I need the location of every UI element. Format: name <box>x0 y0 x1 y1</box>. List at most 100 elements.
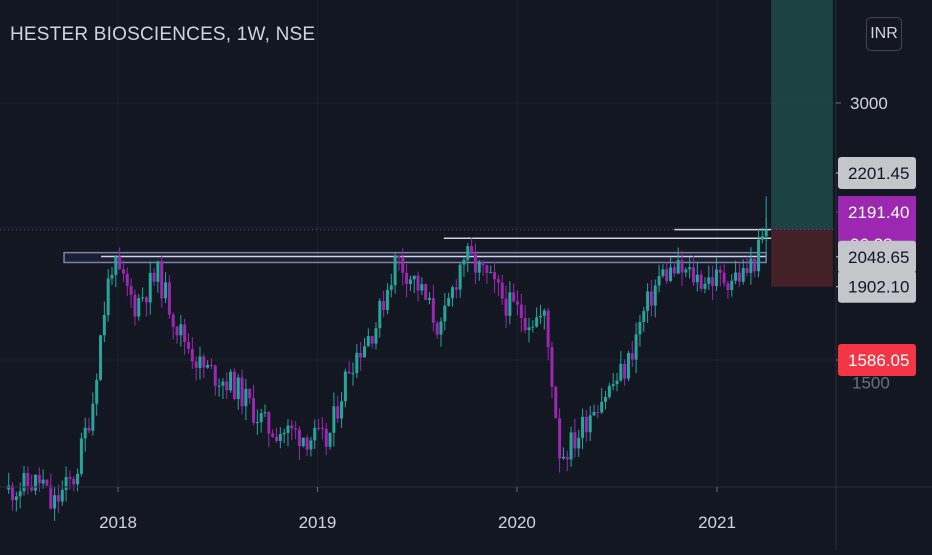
candle-down <box>118 256 122 270</box>
symbol-title[interactable]: HESTER BIOSCIENCES, 1W, NSE <box>10 24 316 45</box>
candle-down <box>470 246 474 255</box>
candle-up <box>703 283 707 289</box>
candle-down <box>213 365 217 386</box>
candle-up <box>366 336 370 347</box>
candle-up <box>569 432 573 460</box>
candle-up <box>110 274 114 279</box>
candle-up <box>734 272 738 281</box>
candle-down <box>737 272 741 282</box>
candle-up <box>41 479 45 484</box>
candle-down <box>473 254 477 273</box>
time-axis-label: 2019 <box>299 513 337 532</box>
candle-down <box>565 456 569 460</box>
candle-down <box>691 267 695 283</box>
candle-down <box>171 314 175 327</box>
candle-down <box>726 283 730 291</box>
price-badge-1902-10[interactable]: 1902.10 <box>836 270 916 303</box>
candle-down <box>454 287 458 290</box>
currency-button[interactable]: INR <box>866 17 902 51</box>
candle-up <box>489 272 493 274</box>
price-label-hidden: 1500 <box>852 373 890 392</box>
candle-down <box>550 347 554 387</box>
candle-up <box>206 365 210 368</box>
candle-up <box>531 326 535 328</box>
candle-down <box>519 304 523 318</box>
price-badge-bg <box>838 157 916 189</box>
candle-up <box>615 380 619 385</box>
candle-up <box>408 279 412 285</box>
price-badge-2201-45[interactable]: 2201.45 <box>836 157 916 189</box>
candle-up <box>581 416 585 438</box>
candle-up <box>527 327 531 331</box>
candle-down <box>87 427 91 431</box>
candle-down <box>190 348 194 362</box>
candle-down <box>152 272 156 282</box>
candle-up <box>577 437 581 449</box>
candle-down <box>194 361 198 368</box>
candle-up <box>351 373 355 375</box>
candle-down <box>49 485 53 509</box>
candle-up <box>328 432 332 447</box>
candle-down <box>68 477 72 479</box>
candle-up <box>393 255 397 286</box>
price-badge-2048-65[interactable]: 2048.65 <box>836 240 916 273</box>
candle-down <box>121 269 125 274</box>
price-badge-2191-40[interactable]: 2191.40 <box>836 196 916 228</box>
candle-down <box>359 352 363 358</box>
price-badge-text: 2201.45 <box>848 164 909 183</box>
candle-down <box>56 495 60 502</box>
candle-up <box>76 473 80 485</box>
candle-up <box>634 334 638 360</box>
candle-up <box>542 310 546 316</box>
candle-down <box>680 260 684 273</box>
candle-down <box>722 272 726 284</box>
candle-down <box>320 427 324 429</box>
candle-down <box>493 272 497 280</box>
candle-down <box>573 432 577 449</box>
candle-up <box>535 317 539 327</box>
candle-down <box>11 485 15 500</box>
candle-up <box>79 438 83 474</box>
candle-down <box>512 292 516 302</box>
candle-down <box>397 255 401 258</box>
drawing-lines[interactable] <box>0 228 836 264</box>
candle-down <box>133 294 137 317</box>
candle-up <box>638 321 642 335</box>
candle-up <box>642 310 646 322</box>
candle-down <box>672 267 676 274</box>
candle-up <box>443 305 447 322</box>
candle-up <box>22 473 26 492</box>
stop-zone[interactable] <box>771 229 833 287</box>
position-zones[interactable] <box>771 0 833 287</box>
candle-up <box>148 272 152 303</box>
candles <box>7 196 768 521</box>
price-badge-1586-05[interactable]: 1586.05 <box>836 344 916 376</box>
candle-up <box>53 495 57 509</box>
candle-down <box>623 363 627 379</box>
candle-down <box>125 273 129 287</box>
candle-up <box>760 236 764 240</box>
candle-up <box>60 489 64 502</box>
candle-down <box>267 412 271 434</box>
candle-down <box>336 406 340 419</box>
candle-up <box>278 434 282 442</box>
candle-down <box>72 478 76 485</box>
candle-up <box>428 298 432 300</box>
resistance-zone[interactable] <box>63 251 767 264</box>
candle-up <box>164 282 168 299</box>
candle-up <box>466 246 470 260</box>
candle-up <box>604 396 608 402</box>
candle-down <box>431 298 435 323</box>
candle-down <box>481 261 485 266</box>
target-zone[interactable] <box>771 0 833 230</box>
candle-up <box>757 239 761 272</box>
candle-up <box>462 259 466 265</box>
candle-up <box>340 401 344 419</box>
candle-up <box>619 363 623 381</box>
candle-up <box>83 427 87 439</box>
candle-up <box>91 403 95 431</box>
candle-up <box>653 285 657 306</box>
candle-down <box>630 353 634 360</box>
